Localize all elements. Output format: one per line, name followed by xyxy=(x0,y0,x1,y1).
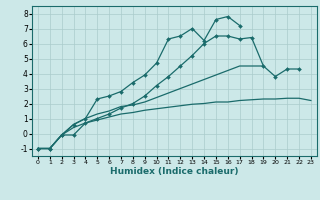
X-axis label: Humidex (Indice chaleur): Humidex (Indice chaleur) xyxy=(110,167,239,176)
